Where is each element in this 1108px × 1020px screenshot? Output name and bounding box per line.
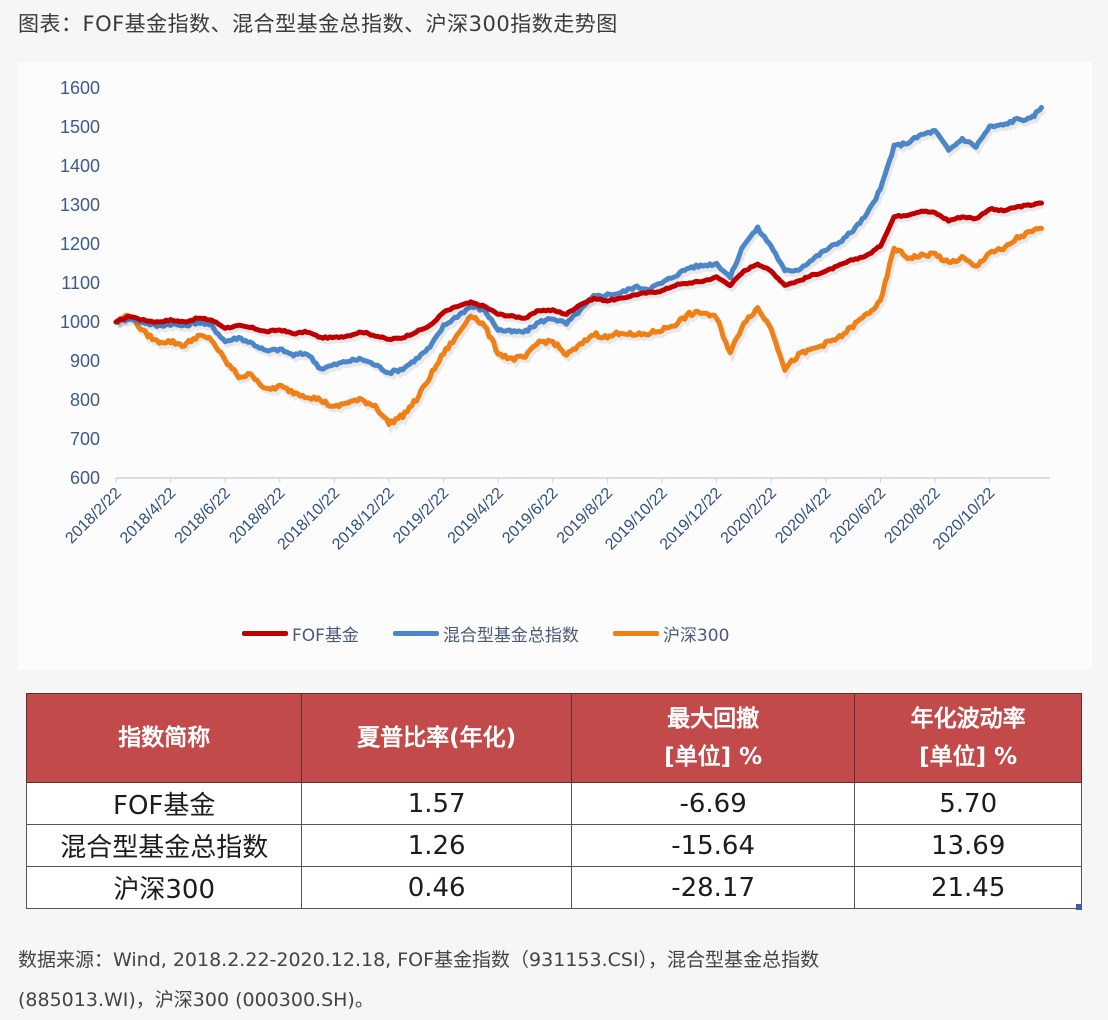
y-tick-label: 1400 (60, 156, 100, 176)
table-row: 沪深300 0.46 -28.17 21.45 (25, 866, 1082, 909)
legend-item-csi300: 沪深300 (612, 621, 730, 646)
source-note: 数据来源：Wind, 2018.2.22-2020.12.18, FOF基金指数… (18, 940, 1093, 1020)
table-header-row: 指数简称 夏普比率(年化) 最大回撤 [单位] % 年化波动率 [单位] % (25, 693, 1082, 783)
y-tick-label: 1500 (60, 117, 100, 137)
table-row: FOF基金 1.57 -6.69 5.70 (25, 782, 1082, 825)
header-volatility: 年化波动率 [单位] % (854, 693, 1082, 783)
series-shadow (117, 108, 1046, 381)
cell-volatility: 21.45 (854, 866, 1082, 909)
legend-label: 混合型基金总指数 (442, 625, 579, 646)
x-tick-label: 2019/2/22 (390, 485, 452, 547)
y-tick-label: 700 (70, 429, 100, 449)
y-tick-label: 600 (70, 468, 100, 488)
chart-panel: 600 700 800 900 1000 1100 1200 1300 1400 1500 1600… (18, 62, 1092, 670)
x-tick-label: 2019/4/22 (445, 485, 507, 547)
source-line-1: 数据来源：Wind, 2018.2.22-2020.12.18, FOF基金指数… (18, 949, 820, 971)
x-tick-label: 2020/2/22 (718, 485, 780, 547)
x-tick-label: 2019/6/22 (499, 485, 561, 547)
cell-name: 混合型基金总指数 (25, 824, 303, 867)
table-row: 混合型基金总指数 1.26 -15.64 13.69 (25, 824, 1082, 867)
series-line-0 (113, 200, 1044, 343)
series-shadow (116, 202, 1044, 346)
y-tick-label: 1600 (60, 78, 100, 98)
cell-volatility: 13.69 (854, 824, 1082, 867)
cell-name: FOF基金 (25, 782, 303, 825)
series-line-1 (113, 105, 1044, 376)
cell-volatility: 5.70 (854, 782, 1082, 825)
line-chart: 600 700 800 900 1000 1100 1200 1300 1400 1500 1600… (60, 78, 1050, 553)
legend-swatch-csi300 (612, 630, 659, 636)
y-tick-label: 1000 (60, 312, 100, 332)
header-index-name: 指数简称 (25, 693, 303, 783)
x-tick-label: 2020/4/22 (772, 485, 834, 547)
series-line-2 (113, 225, 1044, 427)
source-line-2: (885013.WI)，沪深300 (000300.SH)。 (18, 989, 374, 1011)
cell-sharpe: 1.26 (301, 824, 572, 867)
x-tick-label: 2018/4/22 (117, 485, 179, 547)
series-shadow (117, 228, 1044, 434)
legend-item-fof: FOF基金 (242, 621, 359, 646)
x-tick-label: 2018/6/22 (172, 485, 234, 547)
legend-item-hybrid: 混合型基金总指数 (392, 621, 579, 646)
metrics-table: 指数简称 夏普比率(年化) 最大回撤 [单位] % 年化波动率 [单位] % FOF… (25, 693, 1082, 909)
cell-max-drawdown: -15.64 (570, 824, 856, 867)
cell-name: 沪深300 (25, 866, 303, 909)
y-tick-label: 800 (70, 390, 100, 410)
legend-swatch-fof (242, 630, 288, 636)
figure-title: 图表：FOF基金指数、混合型基金总指数、沪深300指数走势图 (18, 12, 618, 36)
y-tick-label: 1100 (61, 273, 100, 293)
header-max-drawdown: 最大回撤 [单位] % (570, 693, 856, 783)
chart-legend: FOF基金 混合型基金总指数 沪深300 (242, 618, 763, 648)
legend-label: FOF基金 (292, 625, 359, 646)
header-sharpe: 夏普比率(年化) (301, 693, 572, 783)
legend-swatch-hybrid (392, 630, 439, 636)
x-tick-label: 2020/6/22 (827, 485, 889, 547)
x-tick-label: 2018/2/22 (62, 485, 124, 547)
y-tick-label: 1200 (60, 234, 100, 254)
cell-sharpe: 0.46 (301, 866, 572, 909)
cell-max-drawdown: -6.69 (570, 782, 856, 825)
cell-max-drawdown: -28.17 (570, 866, 856, 909)
table-resize-handle (1076, 904, 1082, 910)
y-tick-label: 1300 (60, 195, 100, 215)
y-tick-label: 900 (70, 351, 100, 371)
cell-sharpe: 1.57 (301, 782, 572, 825)
legend-label: 沪深300 (662, 625, 730, 646)
